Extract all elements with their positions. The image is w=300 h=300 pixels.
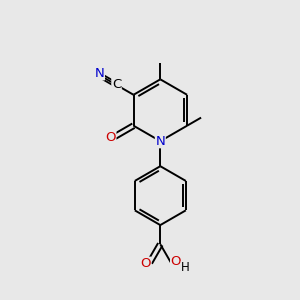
Text: H: H [181,261,190,274]
Text: N: N [155,135,165,148]
Text: O: O [171,256,181,268]
Text: N: N [94,67,104,80]
Text: O: O [105,131,116,144]
Text: O: O [140,257,151,270]
Text: C: C [112,78,121,91]
